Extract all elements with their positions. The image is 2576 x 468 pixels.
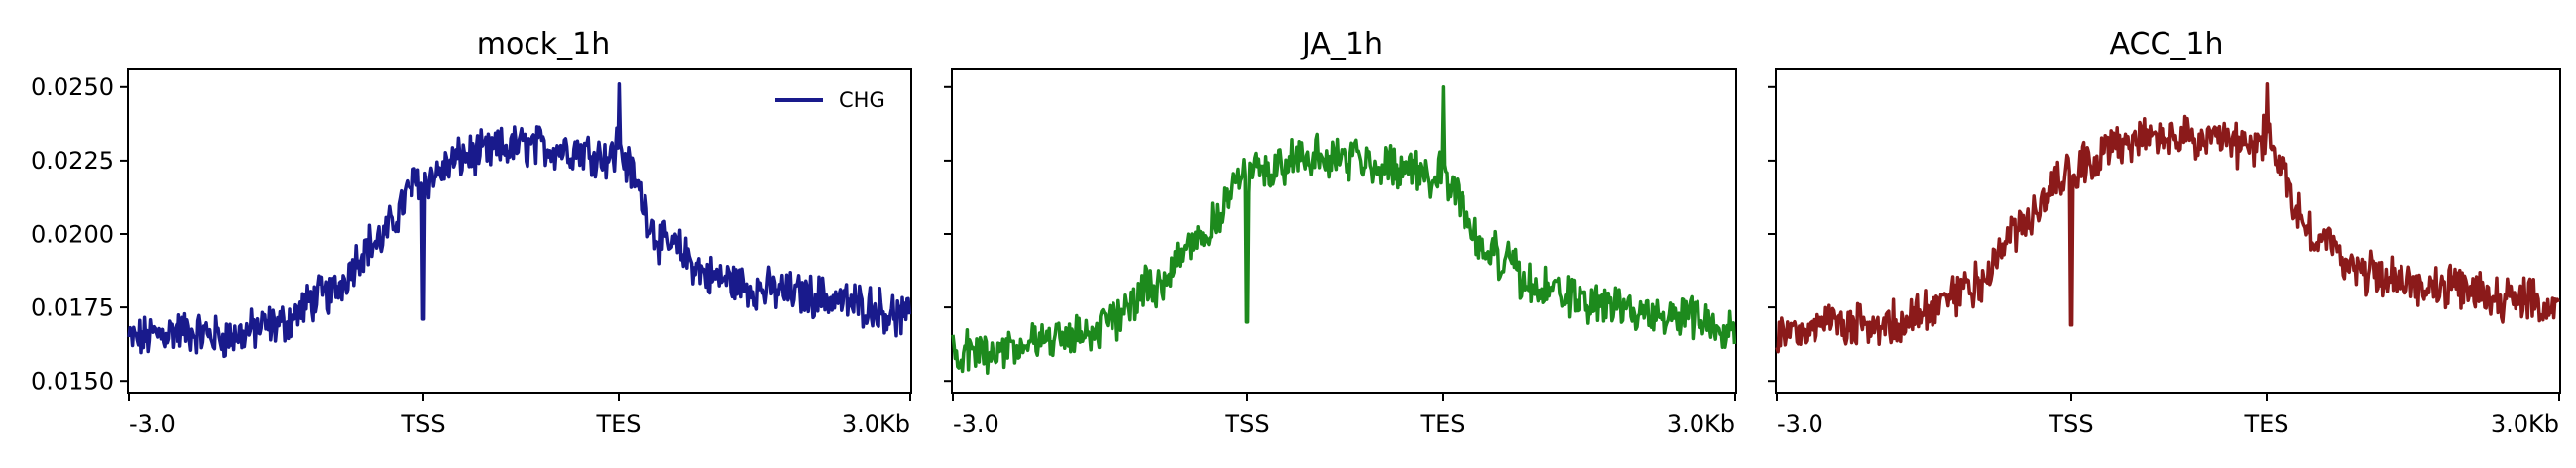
y-tick-label-0175: 0.0175: [31, 293, 114, 321]
x-ticks-ja: -3.0 TSS TES 3.0Kb: [952, 393, 1736, 438]
x-tick-label-tes: TES: [2243, 410, 2288, 438]
y-tick-label-0225: 0.0225: [31, 147, 114, 175]
y-tick-label-0150: 0.0150: [31, 368, 114, 396]
panel-mock: mock_1h 0.0150 0.0175 0.0200 0.0225 0.02…: [31, 27, 912, 438]
x-tick-label-tss: TSS: [1224, 410, 1269, 438]
panel-title-ja: JA_1h: [1300, 27, 1383, 61]
x-tick-label-tes: TES: [595, 410, 641, 438]
axes-frame-ja: [951, 68, 1737, 394]
x-tick-label-tes: TES: [1419, 410, 1464, 438]
axes-frame-mock: [127, 68, 912, 394]
y-ticks-mock: 0.0150 0.0175 0.0200 0.0225 0.0250: [31, 73, 128, 396]
x-tick-label-end: 3.0Kb: [842, 410, 910, 438]
panel-title-mock: mock_1h: [477, 27, 611, 61]
x-tick-label-tss: TSS: [2048, 410, 2093, 438]
panel-acc: ACC_1h -3.0 TSS TES 3.0Kb: [1768, 27, 2561, 438]
panel-title-acc: ACC_1h: [2110, 27, 2224, 61]
x-tick-label-start: -3.0: [129, 410, 176, 438]
x-ticks-mock: -3.0 TSS TES 3.0Kb: [128, 393, 911, 438]
x-tick-label-end: 3.0Kb: [2491, 410, 2559, 438]
x-tick-label-tss: TSS: [400, 410, 445, 438]
axes-frame-acc: [1775, 68, 2561, 394]
x-tick-label-end: 3.0Kb: [1667, 410, 1735, 438]
x-tick-label-start: -3.0: [1777, 410, 1823, 438]
y-tick-label-0200: 0.0200: [31, 220, 114, 248]
series-line-ja: [951, 85, 1737, 375]
x-ticks-acc: -3.0 TSS TES 3.0Kb: [1776, 393, 2560, 438]
legend-label-chg: CHG: [839, 88, 885, 112]
y-ticks-ja: [944, 85, 952, 383]
panel-ja: JA_1h -3.0 TSS TES 3.0Kb: [944, 27, 1737, 438]
series-line-chg-mock: [127, 82, 911, 359]
legend: CHG: [775, 88, 885, 112]
x-tick-label-start: -3.0: [953, 410, 999, 438]
series-line-acc: [1775, 82, 2560, 354]
y-tick-label-0250: 0.0250: [31, 73, 114, 101]
y-ticks-acc: [1768, 85, 1776, 383]
